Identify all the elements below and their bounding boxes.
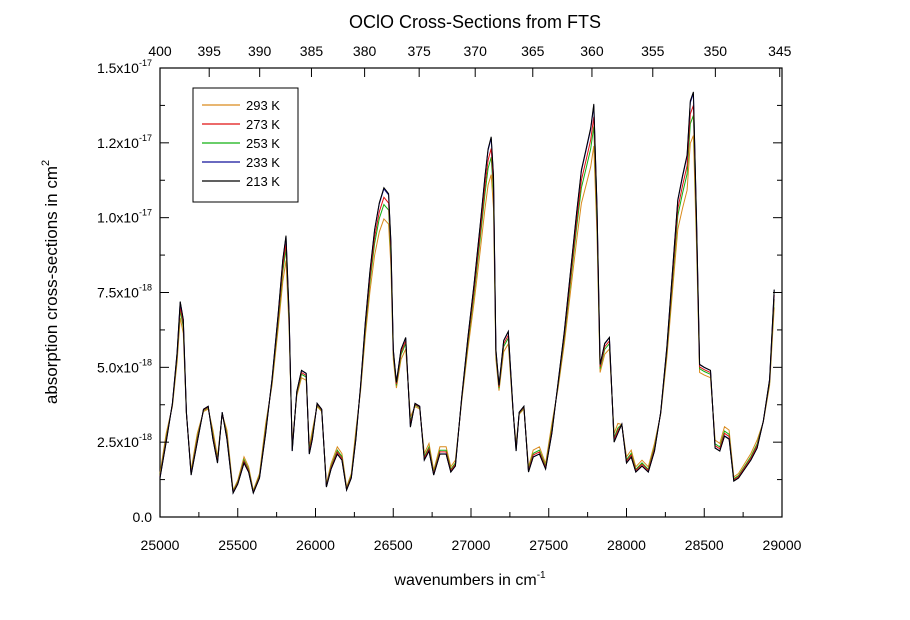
series-layer <box>159 91 775 495</box>
legend-items: 293 K 273 K 253 K 233 K 213 K <box>202 98 280 189</box>
x-tick-label: 27000 <box>452 537 491 553</box>
legend-label: 233 K <box>246 155 280 170</box>
x-tick-label: 27500 <box>529 537 568 553</box>
legend-box <box>192 87 299 203</box>
top-tick-label: 395 <box>198 43 222 59</box>
right-axis-ticks <box>773 67 782 518</box>
y-axis-label: absorption cross-sections in cm2 <box>40 160 61 404</box>
top-tick-label: 400 <box>148 43 172 59</box>
x-axis-ticks: 25000 25500 26000 26500 27000 27500 28000 28500… <box>141 508 802 553</box>
x-tick-label: 28500 <box>685 537 724 553</box>
top-tick-label: 355 <box>641 43 665 59</box>
x-tick-label: 28000 <box>607 537 646 553</box>
x-tick-label: 26000 <box>296 537 335 553</box>
series-line-213-k <box>159 91 775 495</box>
y-tick-label: 2.5x10-18 <box>97 432 152 450</box>
top-tick-label: 365 <box>521 43 545 59</box>
y-tick-label: 1.2x10-17 <box>97 133 152 151</box>
x-tick-label: 26500 <box>374 537 413 553</box>
y-tick-label: 5.0x10-18 <box>97 357 152 375</box>
top-tick-label: 360 <box>580 43 604 59</box>
top-axis-ticks: 400 395 390 385 380 375 370 365 360 355 350 345 <box>148 43 792 77</box>
top-tick-label: 385 <box>300 43 324 59</box>
top-tick-label: 375 <box>407 43 431 59</box>
x-tick-label: 25500 <box>218 537 257 553</box>
y-tick-label: 7.5x10-18 <box>97 283 152 301</box>
legend-label: 273 K <box>246 117 280 132</box>
y-axis-ticks: 0.0 2.5x10-18 5.0x10-18 7.5x10-18 1.0x10-17 1… <box>97 58 169 525</box>
x-tick-label: 29000 <box>763 537 802 553</box>
x-tick-label: 25000 <box>141 537 180 553</box>
legend: 293 K 273 K 253 K 233 K 213 K <box>192 87 299 203</box>
top-tick-label: 370 <box>464 43 488 59</box>
top-tick-label: 380 <box>353 43 377 59</box>
y-tick-label: 0.0 <box>133 509 153 525</box>
y-tick-label: 1.5x10-17 <box>97 58 152 76</box>
legend-label: 253 K <box>246 136 280 151</box>
x-axis-label: wavenumbers in cm-1 <box>393 570 546 589</box>
top-tick-label: 345 <box>768 43 792 59</box>
legend-label: 293 K <box>246 98 280 113</box>
chart-title: OClO Cross-Sections from FTS <box>349 12 601 32</box>
y-tick-label: 1.0x10-17 <box>97 208 152 226</box>
legend-label: 213 K <box>246 174 280 189</box>
top-tick-label: 390 <box>248 43 272 59</box>
top-tick-label: 350 <box>704 43 728 59</box>
